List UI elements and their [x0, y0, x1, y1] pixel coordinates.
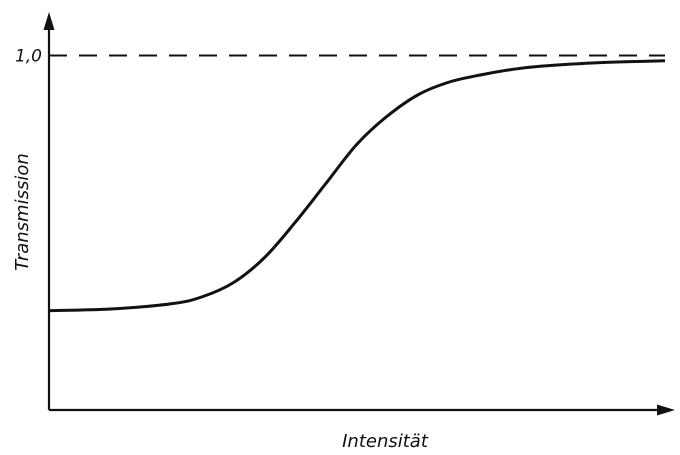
x-axis-arrow: [657, 404, 675, 416]
x-axis-label: Intensität: [342, 431, 429, 452]
series-line: [48, 59, 666, 313]
y-axis-arrow: [43, 12, 55, 30]
y-axis-label: Transmission: [12, 153, 33, 271]
y-tick-label: 1,0: [15, 46, 42, 66]
